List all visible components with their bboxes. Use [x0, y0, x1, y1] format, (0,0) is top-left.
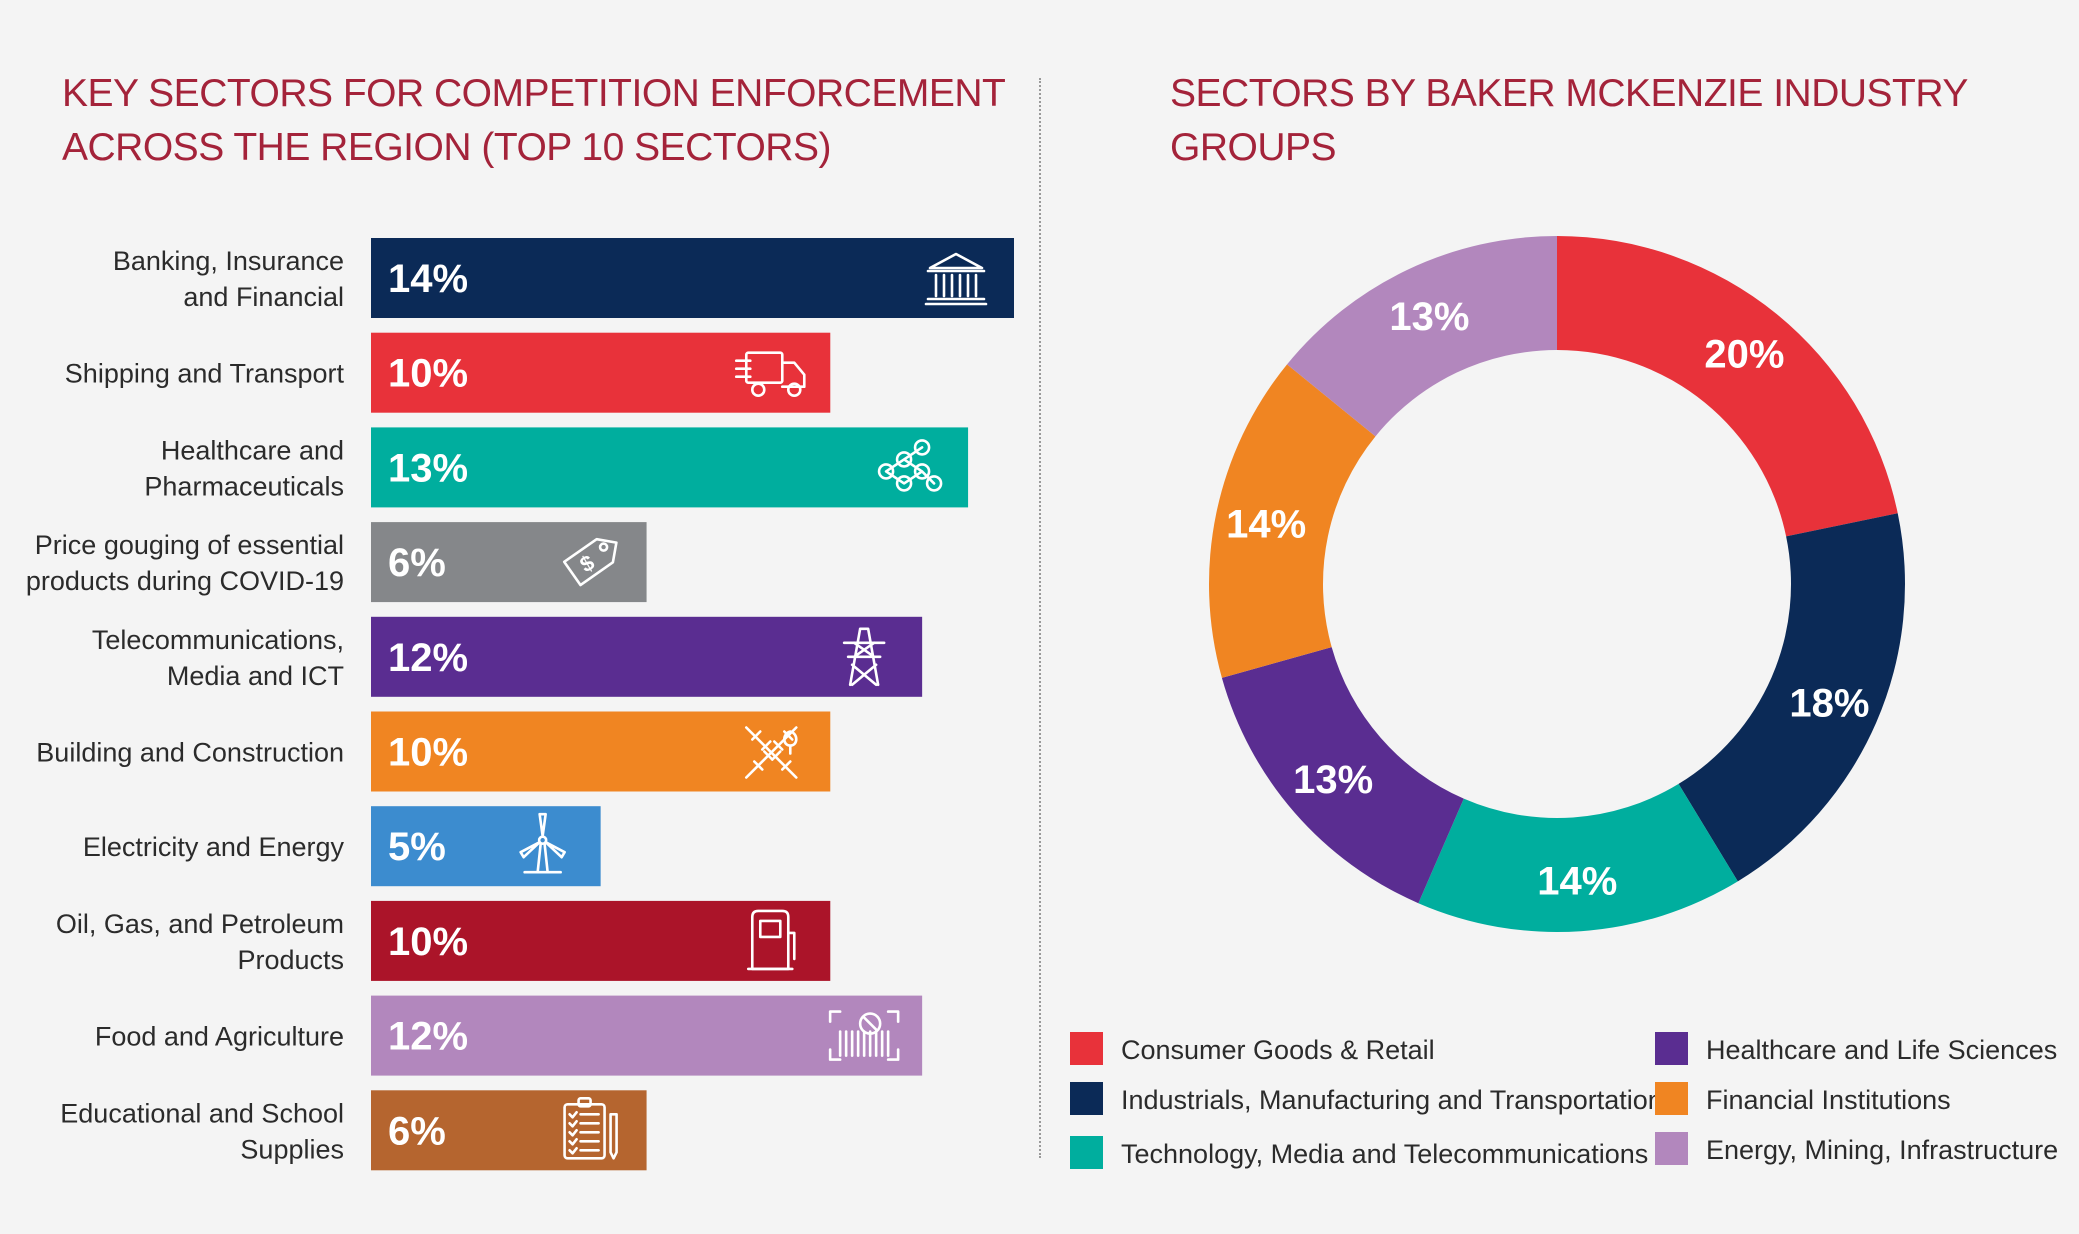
legend-item: Consumer Goods & Retail — [1070, 1032, 1435, 1065]
bar-value-label: 14% — [388, 257, 468, 301]
bar — [371, 522, 647, 603]
slice-value-label: 13% — [1293, 758, 1373, 802]
donut-slice — [1557, 236, 1898, 537]
legend-swatch — [1655, 1082, 1688, 1115]
food-scan-icon — [828, 1010, 900, 1061]
donut-chart-title: SECTORS BY BAKER MCKENZIE INDUSTRY GROUP… — [1170, 72, 1968, 169]
slice-value-label: 14% — [1226, 503, 1306, 547]
bank-icon — [924, 252, 988, 306]
legend-item: Healthcare and Life Sciences — [1655, 1032, 2057, 1065]
legend-swatch — [1655, 1032, 1688, 1065]
legend-label: Financial Institutions — [1706, 1085, 1951, 1115]
category-label: Electricity and Energy — [83, 832, 345, 862]
bar-value-label: 10% — [388, 352, 468, 396]
legend-swatch — [1070, 1032, 1103, 1065]
slice-value-label: 18% — [1789, 681, 1869, 725]
bar-row: Educational and School Supplies 6% — [60, 1090, 647, 1171]
category-label: Oil, Gas, and Petroleum Products — [56, 909, 344, 975]
donut-slice — [1221, 647, 1464, 904]
bar-value-label: 6% — [388, 541, 446, 585]
category-label: Shipping and Transport — [65, 359, 345, 389]
legend-swatch — [1655, 1132, 1688, 1165]
bar-chart: Banking, Insurance and Financial 14% Shippi… — [26, 238, 1014, 1171]
legend-label: Energy, Mining, Infrastructure — [1706, 1135, 2058, 1165]
donut-slice — [1209, 364, 1376, 678]
category-label: Building and Construction — [36, 738, 344, 768]
legend-label: Healthcare and Life Sciences — [1706, 1035, 2057, 1065]
legend-swatch — [1070, 1082, 1103, 1115]
bar-value-label: 5% — [388, 825, 446, 869]
bar-row: Banking, Insurance and Financial 14% — [113, 238, 1014, 318]
bar-row: Healthcare and Pharmaceuticals 13% — [144, 427, 969, 508]
bar-value-label: 13% — [388, 446, 468, 490]
bar-row: Food and Agriculture 12% — [95, 995, 923, 1076]
slice-value-label: 20% — [1704, 333, 1784, 377]
wind-turbine-icon — [519, 812, 566, 874]
bar — [371, 238, 1014, 318]
bar-row: Oil, Gas, and Petroleum Products 10% — [56, 900, 831, 981]
slice-value-label: 14% — [1537, 859, 1617, 903]
bar — [371, 711, 831, 792]
legend-item: Technology, Media and Telecommunications — [1070, 1136, 1648, 1169]
legend-item: Industrials, Manufacturing and Transport… — [1070, 1082, 1663, 1115]
bar — [371, 616, 923, 697]
category-label: Banking, Insurance and Financial — [113, 246, 344, 312]
bar-row: Electricity and Energy 5% — [83, 806, 601, 887]
construction-map-icon — [744, 726, 798, 779]
donut-slice — [1678, 513, 1905, 882]
bar — [371, 427, 969, 508]
bar — [371, 995, 923, 1076]
legend-swatch — [1070, 1136, 1103, 1169]
transmission-tower-icon — [842, 627, 886, 687]
bar-row: Price gouging of essential products durin… — [26, 522, 647, 603]
legend-label: Industrials, Manufacturing and Transport… — [1121, 1085, 1663, 1115]
category-label: Educational and School Supplies — [60, 1098, 344, 1164]
donut-slice — [1418, 783, 1738, 932]
legend-item: Financial Institutions — [1655, 1082, 1951, 1115]
molecule-icon — [877, 439, 943, 492]
slice-value-label: 13% — [1389, 295, 1469, 339]
bar-value-label: 12% — [388, 1015, 468, 1059]
bar-chart-title: KEY SECTORS FOR COMPETITION ENFORCEMENT A… — [62, 72, 1006, 169]
legend-item: Energy, Mining, Infrastructure — [1655, 1132, 2058, 1165]
bar-row: Telecommunications, Media and ICT 12% — [92, 616, 923, 697]
clipboard-checklist-icon — [563, 1097, 618, 1160]
bar-value-label: 10% — [388, 920, 468, 964]
section-divider — [1039, 78, 1041, 1158]
legend-label: Consumer Goods & Retail — [1121, 1035, 1435, 1065]
fuel-pump-icon — [746, 909, 796, 971]
delivery-truck-icon — [734, 351, 806, 398]
bar-value-label: 12% — [388, 636, 468, 680]
category-label: Price gouging of essential products durin… — [26, 530, 344, 596]
bar — [371, 806, 601, 887]
bar-row: Shipping and Transport 10% — [65, 332, 831, 413]
legend-label: Technology, Media and Telecommunications — [1121, 1139, 1648, 1169]
bar-value-label: 6% — [388, 1109, 446, 1153]
category-label: Food and Agriculture — [95, 1022, 344, 1052]
bar — [371, 332, 831, 413]
bar-row: Building and Construction 10% — [36, 711, 831, 792]
donut-slice — [1287, 236, 1557, 437]
category-label: Telecommunications, Media and ICT — [92, 625, 344, 691]
bar-value-label: 10% — [388, 731, 468, 775]
category-label: Healthcare and Pharmaceuticals — [144, 435, 344, 501]
